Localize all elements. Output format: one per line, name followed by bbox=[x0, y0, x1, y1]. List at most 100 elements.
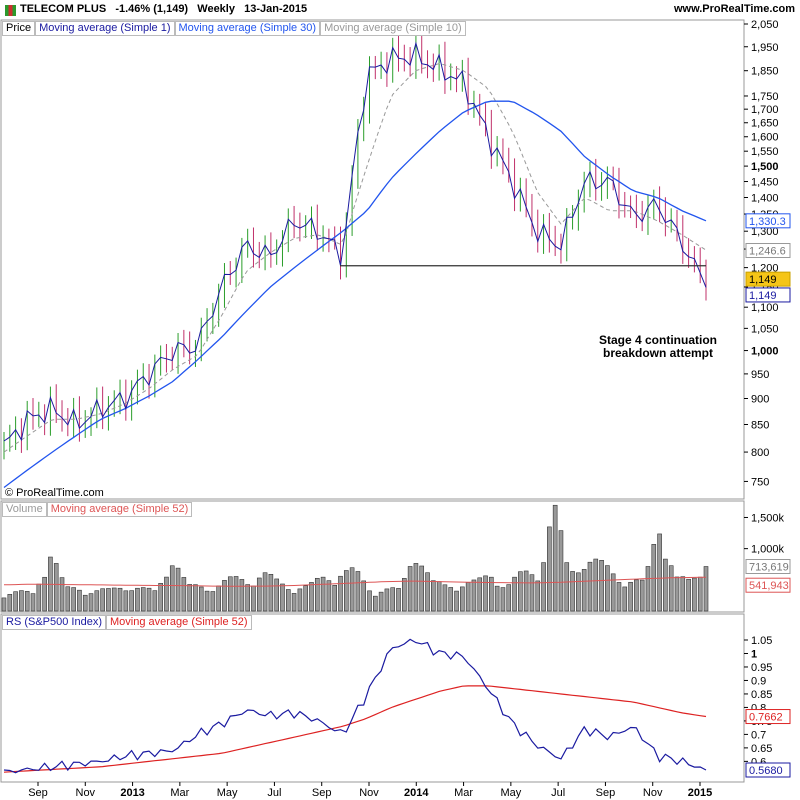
badge-ma1-bg bbox=[745, 287, 791, 303]
volume-bar bbox=[355, 571, 361, 612]
ma1-line bbox=[3, 41, 707, 442]
volume-bar bbox=[610, 573, 616, 612]
volume-bar bbox=[210, 591, 216, 612]
badge-ma1: 1,149 bbox=[749, 290, 777, 302]
volume-bar bbox=[146, 587, 152, 612]
volume-bar bbox=[88, 593, 94, 612]
price-plot bbox=[3, 30, 707, 489]
legend-rs[interactable]: RS (S&P500 Index) bbox=[2, 615, 106, 630]
volume-bar bbox=[471, 579, 477, 612]
volume-bar bbox=[187, 584, 192, 612]
volume-bar bbox=[65, 586, 71, 612]
volume-bar bbox=[622, 586, 628, 612]
x-tick-label: May bbox=[500, 787, 521, 799]
badge-volume-ma-bg bbox=[745, 577, 791, 593]
volume-bar bbox=[460, 586, 465, 612]
volume-bar bbox=[413, 563, 419, 612]
volume-bar bbox=[454, 590, 459, 612]
badge-ma10-bg bbox=[745, 243, 791, 259]
volume-bar bbox=[204, 590, 210, 612]
volume-bar bbox=[280, 583, 285, 612]
price-tick-label: 1,050 bbox=[751, 323, 779, 335]
price-tick-label: 1,750 bbox=[751, 91, 779, 103]
volume-bar bbox=[558, 530, 564, 612]
legend-rs-ma52[interactable]: Moving average (Simple 52) bbox=[106, 615, 252, 630]
volume-bar bbox=[645, 566, 651, 612]
volume-bar bbox=[256, 577, 262, 612]
legend-volume-ma52[interactable]: Moving average (Simple 52) bbox=[46, 502, 193, 517]
rs-tick-label: 1 bbox=[751, 648, 757, 660]
badge-price-bg bbox=[745, 271, 791, 287]
legend-ma30[interactable]: Moving average (Simple 30) bbox=[174, 21, 321, 36]
volume-bar bbox=[668, 565, 674, 612]
price-tick-label: 850 bbox=[751, 419, 769, 431]
volume-bar bbox=[692, 577, 697, 612]
volume-bar bbox=[541, 562, 546, 612]
badge-ma30-bg bbox=[745, 213, 791, 229]
rs-tick-label: 1.05 bbox=[751, 635, 772, 647]
badge-rs-bg bbox=[745, 762, 791, 778]
volume-bar bbox=[500, 587, 506, 612]
volume-bar bbox=[663, 558, 668, 612]
annotation-line-1: Stage 4 continuation bbox=[599, 333, 717, 347]
volume-bar bbox=[425, 572, 430, 612]
volume-bar bbox=[593, 558, 599, 612]
volume-bar bbox=[164, 576, 169, 612]
price-tick-label: 1,700 bbox=[751, 104, 779, 116]
legend-volume[interactable]: Volume bbox=[2, 502, 47, 517]
price-tick-label: 1,300 bbox=[751, 226, 779, 238]
volume-bar bbox=[547, 526, 552, 612]
legend-ma1[interactable]: Moving average (Simple 1) bbox=[35, 21, 175, 36]
volume-bar bbox=[489, 576, 494, 612]
price-tick-label: 1,650 bbox=[751, 118, 779, 130]
volume-bar bbox=[285, 589, 291, 612]
volume-bar bbox=[77, 589, 82, 612]
volume-bar bbox=[402, 578, 407, 612]
volume-bar bbox=[303, 585, 308, 612]
volume-bar bbox=[111, 587, 117, 612]
volume-bar bbox=[628, 581, 633, 612]
volume-bar bbox=[181, 577, 187, 612]
volume-bar bbox=[198, 586, 204, 612]
volume-bar bbox=[291, 593, 297, 612]
volume-bar bbox=[523, 570, 529, 612]
volume-bar bbox=[703, 566, 709, 612]
badge-rs-ma-bg bbox=[745, 709, 791, 725]
volume-bar bbox=[657, 533, 662, 612]
volume-bar bbox=[297, 588, 303, 612]
volume-bar bbox=[384, 588, 390, 612]
volume-bar bbox=[42, 576, 47, 612]
x-tick-label: Mar bbox=[454, 787, 473, 799]
volume-bar bbox=[135, 587, 140, 612]
site-link[interactable]: www.ProRealTime.com bbox=[673, 3, 795, 15]
rs-tick-label: 0.85 bbox=[751, 689, 772, 701]
prorealtime-logo-icon bbox=[5, 5, 16, 16]
rs-ma-line bbox=[3, 685, 707, 773]
rs-tick-label: 0.95 bbox=[751, 662, 772, 674]
volume-bar bbox=[268, 573, 274, 612]
volume-bar bbox=[13, 591, 18, 612]
volume-bar bbox=[193, 584, 198, 612]
volume-bar bbox=[326, 580, 332, 612]
price-tick-label: 1,850 bbox=[751, 66, 779, 78]
volume-bar bbox=[7, 594, 13, 612]
badge-volume-bg bbox=[745, 559, 791, 575]
badge-ma10: 1,246.6 bbox=[749, 246, 786, 258]
annotation-line-2: breakdown attempt bbox=[603, 346, 713, 360]
volume-bar bbox=[309, 582, 314, 612]
volume-bar bbox=[396, 588, 401, 612]
x-tick-label: May bbox=[217, 787, 238, 799]
legend-ma10[interactable]: Moving average (Simple 10) bbox=[320, 21, 466, 36]
ma30-line bbox=[3, 100, 707, 489]
volume-bar bbox=[390, 587, 396, 612]
price-tick-label: 1,200 bbox=[751, 263, 779, 275]
volume-bar bbox=[343, 570, 349, 612]
badge-volume-ma: 541,943 bbox=[749, 580, 789, 592]
volume-bar bbox=[639, 579, 645, 612]
volume-bar bbox=[24, 591, 30, 612]
chart-header: TELECOM PLUS -1.46% (1,149) Weekly 13-Ja… bbox=[0, 0, 800, 20]
legend-price[interactable]: Price bbox=[2, 21, 36, 36]
x-tick-label: 2014 bbox=[404, 787, 429, 799]
